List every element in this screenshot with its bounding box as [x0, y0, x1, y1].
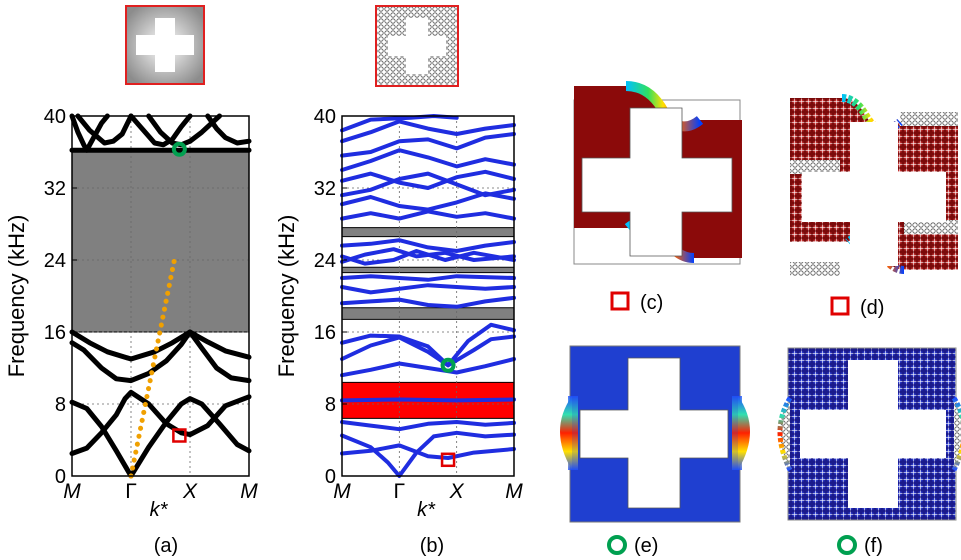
band-line-8 — [340, 283, 516, 295]
marker-circle — [440, 357, 456, 373]
band-line-7 — [69, 329, 252, 362]
band-line-18 — [340, 132, 516, 158]
mode-marker-f: (f) — [837, 535, 883, 557]
unit-cell-solid — [125, 5, 205, 85]
band-line-13 — [340, 209, 516, 221]
panel-label-f: (f) — [864, 535, 883, 557]
y-tick-label: 40 — [44, 106, 66, 128]
band-line-4 — [187, 113, 222, 144]
mode-shape-e — [560, 345, 750, 523]
x-tick-label: X — [182, 480, 198, 503]
x-tick-label: M — [505, 480, 523, 503]
band-line-0 — [69, 113, 110, 153]
chart-b: 0 8 16 24 32 40 M Γ X Mk* Frequency (kHz) — [274, 106, 523, 521]
panel-label-d: (d) — [860, 297, 884, 319]
band-line-19 — [340, 119, 516, 144]
panel-label-c: (c) — [640, 292, 663, 314]
y-tick-label: 32 — [44, 178, 66, 200]
marker-square — [172, 428, 187, 443]
y-axis-label: Frequency (kHz) — [274, 215, 299, 378]
band-line-12 — [340, 238, 516, 253]
band-line-10 — [340, 247, 516, 264]
x-axis-label: k* — [150, 499, 169, 521]
x-tick-label: Γ — [125, 480, 137, 503]
plot-frame — [341, 115, 515, 477]
band-line-5 — [340, 334, 516, 368]
y-tick-label: 8 — [325, 394, 336, 416]
marker-circle — [171, 141, 187, 157]
mode-marker-d: (d) — [830, 296, 884, 319]
band-gap-3 — [342, 227, 514, 237]
band-line-2 — [340, 420, 516, 432]
band-line-10 — [69, 389, 252, 456]
y-tick-label: 24 — [314, 250, 336, 272]
unit-cell-lattice — [375, 5, 459, 87]
x-tick-label: M — [333, 480, 351, 503]
band-line-15 — [340, 171, 516, 198]
y-tick-label: 32 — [314, 178, 336, 200]
band-gap-0 — [72, 150, 249, 332]
x-tick-label: M — [63, 480, 81, 503]
mode-shape-d — [790, 94, 958, 276]
band-line-7 — [340, 295, 516, 309]
mode-shape-c — [573, 81, 742, 265]
band-line-3 — [340, 397, 516, 403]
panel-label-a: (a) — [154, 535, 178, 557]
x-tick-label: Γ — [394, 480, 406, 503]
y-tick-label: 16 — [44, 322, 66, 344]
band-line-11 — [340, 249, 516, 266]
sound-line — [128, 253, 178, 479]
band-line-5 — [205, 113, 252, 146]
band-line-16 — [340, 169, 516, 190]
band-line-1 — [75, 113, 134, 146]
band-line-17 — [340, 148, 516, 172]
mode-marker-e: (e) — [607, 535, 658, 557]
band-line-0 — [340, 443, 516, 460]
band-line-4 — [340, 357, 516, 378]
x-axis-label: k* — [417, 499, 436, 521]
y-tick-label: 40 — [314, 106, 336, 128]
band-gap-2 — [342, 267, 514, 273]
band-line-9 — [340, 274, 516, 282]
panel-label-b: (b) — [420, 535, 444, 557]
y-axis-label: Frequency (kHz) — [4, 215, 29, 378]
y-tick-label: 0 — [55, 466, 66, 488]
marker-square — [440, 452, 456, 468]
chart-a: 0 8 16 24 32 40 M Γ X Mk* Frequency (kHz) — [4, 106, 258, 521]
band-gap-1 — [342, 307, 514, 320]
x-tick-label: M — [240, 480, 258, 503]
y-tick-label: 0 — [325, 466, 336, 488]
band-line-6 — [340, 322, 516, 368]
mode-shape-f — [777, 347, 961, 521]
plot-frame — [71, 115, 250, 477]
band-line-2 — [128, 113, 193, 148]
y-tick-label: 16 — [314, 322, 336, 344]
x-tick-label: X — [449, 480, 465, 503]
band-line-8 — [69, 329, 252, 384]
y-tick-label: 8 — [55, 394, 66, 416]
y-tick-label: 24 — [44, 250, 66, 272]
panel-label-e: (e) — [634, 535, 658, 557]
mode-marker-c: (c) — [610, 291, 663, 314]
band-line-1 — [340, 430, 516, 478]
